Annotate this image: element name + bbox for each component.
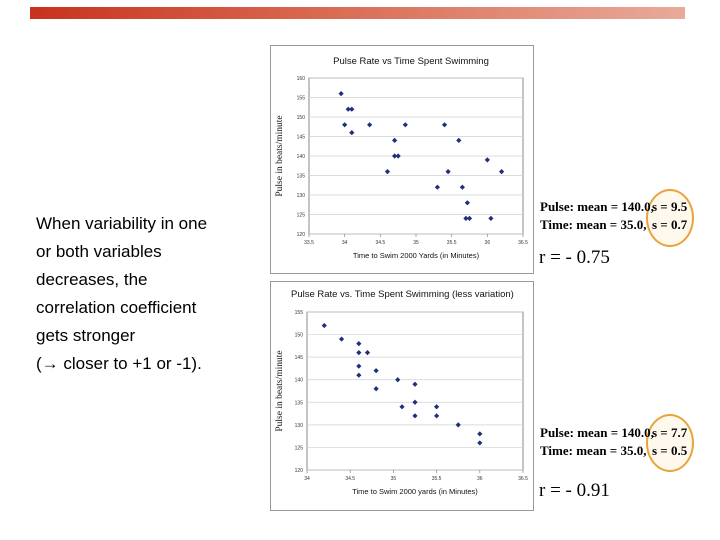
scatter-chart-pulse-vs-time: 120 125 130 135 140 145 150 155 160 33.5 34 34.5 35 3… [270,45,534,274]
time-sd-label: s = 0.7 [652,217,688,232]
y-tick-label: 120 [297,232,306,238]
time-mean-label: Time: mean = 35.0, [540,443,647,458]
data-point [464,200,470,206]
data-point [402,122,408,128]
chart-canvas: 120 125 130 135 140 145 150 155 160 33.5 34 34.5 35 3… [275,56,528,260]
y-tick-label: 150 [297,115,306,121]
correlation-value-2: r = - 0.91 [539,480,610,501]
data-point [373,368,379,374]
chart-title: Pulse Rate vs. Time Spent Swimming (less… [291,289,514,300]
x-tick-label: 34 [342,240,348,246]
x-tick-label: 36 [485,240,491,246]
y-tick-label: 155 [297,96,306,102]
x-tick-label: 34 [304,476,310,482]
y-tick-label: 140 [297,154,306,160]
y-tick-label: 130 [295,423,304,429]
data-point [412,381,418,387]
body-text-line: gets stronger [36,326,136,345]
data-point [349,130,355,136]
x-tick-label: 34.5 [375,240,385,246]
data-point [345,106,351,112]
pulse-sd-label: s = 9.5 [652,199,688,214]
time-mean-label: Time: mean = 35.0, [540,217,647,232]
body-text: When variability in one or both variable… [36,210,251,378]
data-point [338,336,345,342]
y-axis-label: Pulse in beats/minute [275,115,285,196]
body-text-line: correlation coefficient [36,298,197,317]
data-point [466,215,473,221]
chart-canvas: 120 125 130 135 140 145 150 155 34 34.5 35 35.5 36 36… [275,289,528,496]
body-text-line: (→ closer to +1 or -1). [36,354,202,373]
title-accent-bar [30,7,685,19]
y-tick-label: 125 [295,445,304,451]
y-tick-label: 150 [295,333,304,339]
data-point [356,350,362,356]
sd-highlight-circle [646,414,694,472]
x-tick-label: 35.5 [432,476,442,482]
y-tick-label: 155 [295,310,304,316]
data-point [373,386,379,392]
x-tick-label: 36.5 [518,240,528,246]
body-text-line: decreases, the [36,270,148,289]
data-point [441,122,448,128]
plot-area [306,311,524,471]
pulse-mean-label: Pulse: mean = 140.0, [540,425,654,440]
body-text-line: When variability in one [36,214,208,233]
x-tick-label: 34.5 [345,476,355,482]
y-tick-label: 140 [295,378,304,384]
body-text-line: or both variables [36,242,162,261]
x-tick-label: 36 [477,476,483,482]
y-tick-label: 145 [297,135,306,141]
y-tick-label: 130 [297,193,306,199]
summary-stats-2: Pulse: mean = 140.0, s = 7.7 Time: mean =… [540,424,687,460]
data-point [463,215,469,221]
y-axis-label: Pulse in beats/minute [275,350,285,431]
x-axis-label: Time to Swim 2000 Yards (in Minutes) [353,251,480,260]
y-tick-label: 145 [295,355,304,361]
y-tick-label: 125 [297,213,306,219]
x-tick-label: 35 [391,476,397,482]
y-tick-label: 135 [295,400,304,406]
pulse-sd-label: s = 7.7 [652,425,688,440]
data-point [456,137,462,143]
x-axis-label: Time to Swim 2000 yards (in Minutes) [352,487,478,496]
correlation-value-1: r = - 0.75 [539,247,610,268]
data-point [412,399,418,405]
sd-highlight-circle [646,189,694,247]
y-tick-label: 120 [295,468,304,474]
scatter-chart-pulse-vs-time-less-variation: 120 125 130 135 140 145 150 155 34 34.5 35 35.5 36 36… [270,281,534,511]
y-tick-label: 135 [297,174,306,180]
chart-title: Pulse Rate vs Time Spent Swimming [333,56,489,67]
x-tick-label: 33.5 [304,240,314,246]
data-point [412,413,418,419]
x-tick-label: 35 [413,240,419,246]
summary-stats-1: Pulse: mean = 140.0, s = 9.5 Time: mean =… [540,198,687,234]
y-tick-label: 160 [297,76,306,82]
x-tick-label: 36.5 [518,476,528,482]
pulse-mean-label: Pulse: mean = 140.0, [540,199,654,214]
x-tick-label: 35.5 [447,240,457,246]
time-sd-label: s = 0.5 [652,443,688,458]
